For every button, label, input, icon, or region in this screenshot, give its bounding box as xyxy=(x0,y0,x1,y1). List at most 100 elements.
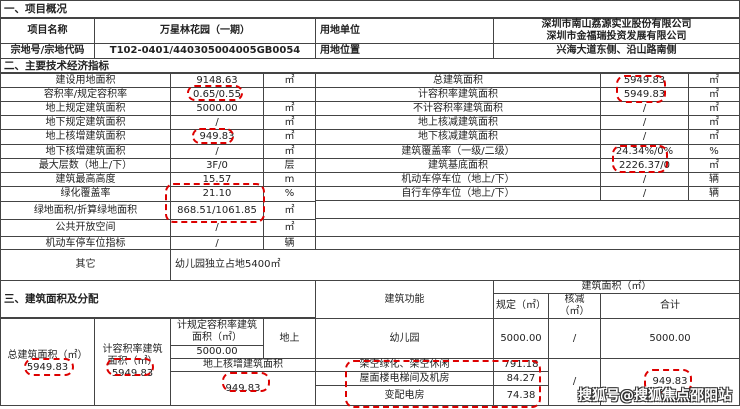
project-name-label: 项目名称 xyxy=(0,18,95,44)
indicator-value: 15.57 xyxy=(170,172,264,187)
indicator-value: / xyxy=(600,129,689,145)
spec-row: 791.18 xyxy=(493,358,549,372)
indicator-label: 地下核增建筑面积 xyxy=(0,144,171,159)
total-area: 5949.83 xyxy=(26,362,69,373)
reduce-label: 核减（㎡） xyxy=(548,293,601,319)
indicator-label: 绿化覆盖率 xyxy=(0,186,171,202)
indicator-unit: ㎡ xyxy=(688,115,740,130)
indicator-label: 建筑最高高度 xyxy=(0,172,171,187)
indicator-value: 868.51/1061.85 xyxy=(170,201,264,220)
bonus-total: 949.83 xyxy=(600,358,740,406)
indicator-value: 5000.00 xyxy=(170,101,264,116)
indicator-value: / xyxy=(170,115,264,130)
function-label: 建筑功能 xyxy=(315,280,494,319)
indicator-unit: ㎡ xyxy=(263,115,316,130)
total-label: 合计 xyxy=(600,293,740,319)
total-area-label: 总建筑面积（㎡） xyxy=(7,350,88,361)
indicator-label: 地下核减建筑面积 xyxy=(315,129,601,145)
indicator-unit: ㎡ xyxy=(263,219,316,237)
empty-cell xyxy=(315,218,740,237)
spec-far-label: 计规定容积率建筑面积（㎡） xyxy=(170,318,264,346)
indicator-label: 自行车停车位（地上/下） xyxy=(315,186,601,201)
indicator-unit: 辆 xyxy=(688,172,740,187)
other-value: 幼儿园独立占地5400㎡ xyxy=(170,249,740,281)
indicator-value: 9148.63 xyxy=(170,73,264,88)
empty-cell xyxy=(315,200,740,219)
indicator-value: / xyxy=(170,219,264,237)
indicator-unit: ㎡ xyxy=(688,87,740,102)
indicator-label: 建筑覆盖率（一级/二级） xyxy=(315,144,601,159)
land-unit-label: 用地单位 xyxy=(315,18,494,44)
indicator-unit: ㎡ xyxy=(688,101,740,116)
indicator-unit: % xyxy=(263,186,316,202)
spec-row: 84.27 xyxy=(493,371,549,386)
indicator-value: 3F/0 xyxy=(170,158,264,173)
indicator-unit: ㎡ xyxy=(688,129,740,145)
other-label: 其它 xyxy=(0,249,171,281)
indicator-value: / xyxy=(600,115,689,130)
indicator-label: 不计容积率建筑面积 xyxy=(315,101,601,116)
indicator-label: 绿地面积/折算绿地面积 xyxy=(0,201,171,220)
indicator-label: 地上核增建筑面积 xyxy=(0,129,171,145)
indicator-unit: ㎡ xyxy=(263,73,316,88)
area-label: 建筑面积（㎡） xyxy=(493,280,740,294)
indicator-value: 5949.83 xyxy=(600,73,689,88)
section2-title: 二、主要技术经济指标 xyxy=(0,58,740,74)
indicator-unit xyxy=(263,87,316,102)
spec-far: 5000.00 xyxy=(170,345,264,359)
indicator-value: 0.65/0.55 xyxy=(170,87,264,102)
indicator-label: 机动车停车位（地上/下） xyxy=(315,172,601,187)
spec-label: 规定（㎡） xyxy=(493,293,549,319)
indicator-unit: ㎡ xyxy=(263,101,316,116)
spec-kindergarten: 5000.00 xyxy=(493,318,549,359)
bonus-value: 949.83 xyxy=(170,371,316,406)
indicator-label: 地上规定建筑面积 xyxy=(0,101,171,116)
indicator-unit: 层 xyxy=(263,158,316,173)
indicator-unit: ㎡ xyxy=(688,73,740,88)
indicator-value: / xyxy=(600,186,689,201)
indicator-unit: % xyxy=(688,144,740,159)
land-unit-2: 深圳市金福瑞投资发展有限公司 xyxy=(546,31,687,42)
reduce-kindergarten: / xyxy=(548,318,601,359)
far-area: 5949.83 xyxy=(111,368,154,379)
indicator-unit: ㎡ xyxy=(263,129,316,145)
land-unit-1: 深圳市南山荔源实业股份有限公司 xyxy=(541,19,692,30)
indicator-unit: ㎡ xyxy=(688,158,740,173)
indicator-unit: m xyxy=(263,172,316,187)
watermark: 搜狐号@搜狐焦点邵阳站 xyxy=(578,388,732,404)
far-area-cell: 计容积率建筑面积（㎡） 5949.83 xyxy=(94,318,171,406)
indicator-label: 地上核减建筑面积 xyxy=(315,115,601,130)
indicator-label: 容积率/规定容积率 xyxy=(0,87,171,102)
land-code: T102-0401/440305004005GB0054 xyxy=(94,43,316,59)
indicator-value: / xyxy=(170,144,264,159)
bonus-label: 地上核增建筑面积 xyxy=(170,358,316,372)
indicator-label: 最大层数（地上/下） xyxy=(0,158,171,173)
indicator-label: 地下规定建筑面积 xyxy=(0,115,171,130)
far-area-label: 计容积率建筑面积（㎡） xyxy=(102,344,163,367)
indicator-unit: ㎡ xyxy=(263,144,316,159)
spec-row: 74.38 xyxy=(493,385,549,406)
indicator-value: 2226.37/0 xyxy=(600,158,689,173)
indicator-label: 建筑基底面积 xyxy=(315,158,601,173)
function-row: 变配电房 xyxy=(315,385,494,406)
indicator-label: 计容积率建筑面积 xyxy=(315,87,601,102)
indicator-value: 21.10 xyxy=(170,186,264,202)
function-row: 架空绿化、架空休闲 xyxy=(315,358,494,372)
indicator-value: 949.83 xyxy=(170,129,264,145)
function-kindergarten: 幼儿园 xyxy=(315,318,494,359)
above-label: 地上 xyxy=(263,318,316,359)
indicator-unit: ㎡ xyxy=(263,201,316,220)
indicator-label: 建设用地面积 xyxy=(0,73,171,88)
function-row: 屋面楼电梯间及机房 xyxy=(315,371,494,386)
indicator-value: / xyxy=(600,101,689,116)
project-name: 万星林花园（一期） xyxy=(94,18,316,44)
indicator-value: / xyxy=(600,172,689,187)
total-kindergarten: 5000.00 xyxy=(600,318,740,359)
land-unit: 深圳市南山荔源实业股份有限公司 深圳市金福瑞投资发展有限公司 xyxy=(493,18,740,44)
indicator-value: 5949.83 xyxy=(600,87,689,102)
indicator-unit: 辆 xyxy=(688,186,740,201)
location-label: 用地位置 xyxy=(315,43,494,59)
indicator-label: 公共开放空间 xyxy=(0,219,171,237)
indicator-label: 总建筑面积 xyxy=(315,73,601,88)
section3-title: 三、建筑面积及分配 xyxy=(0,280,316,319)
